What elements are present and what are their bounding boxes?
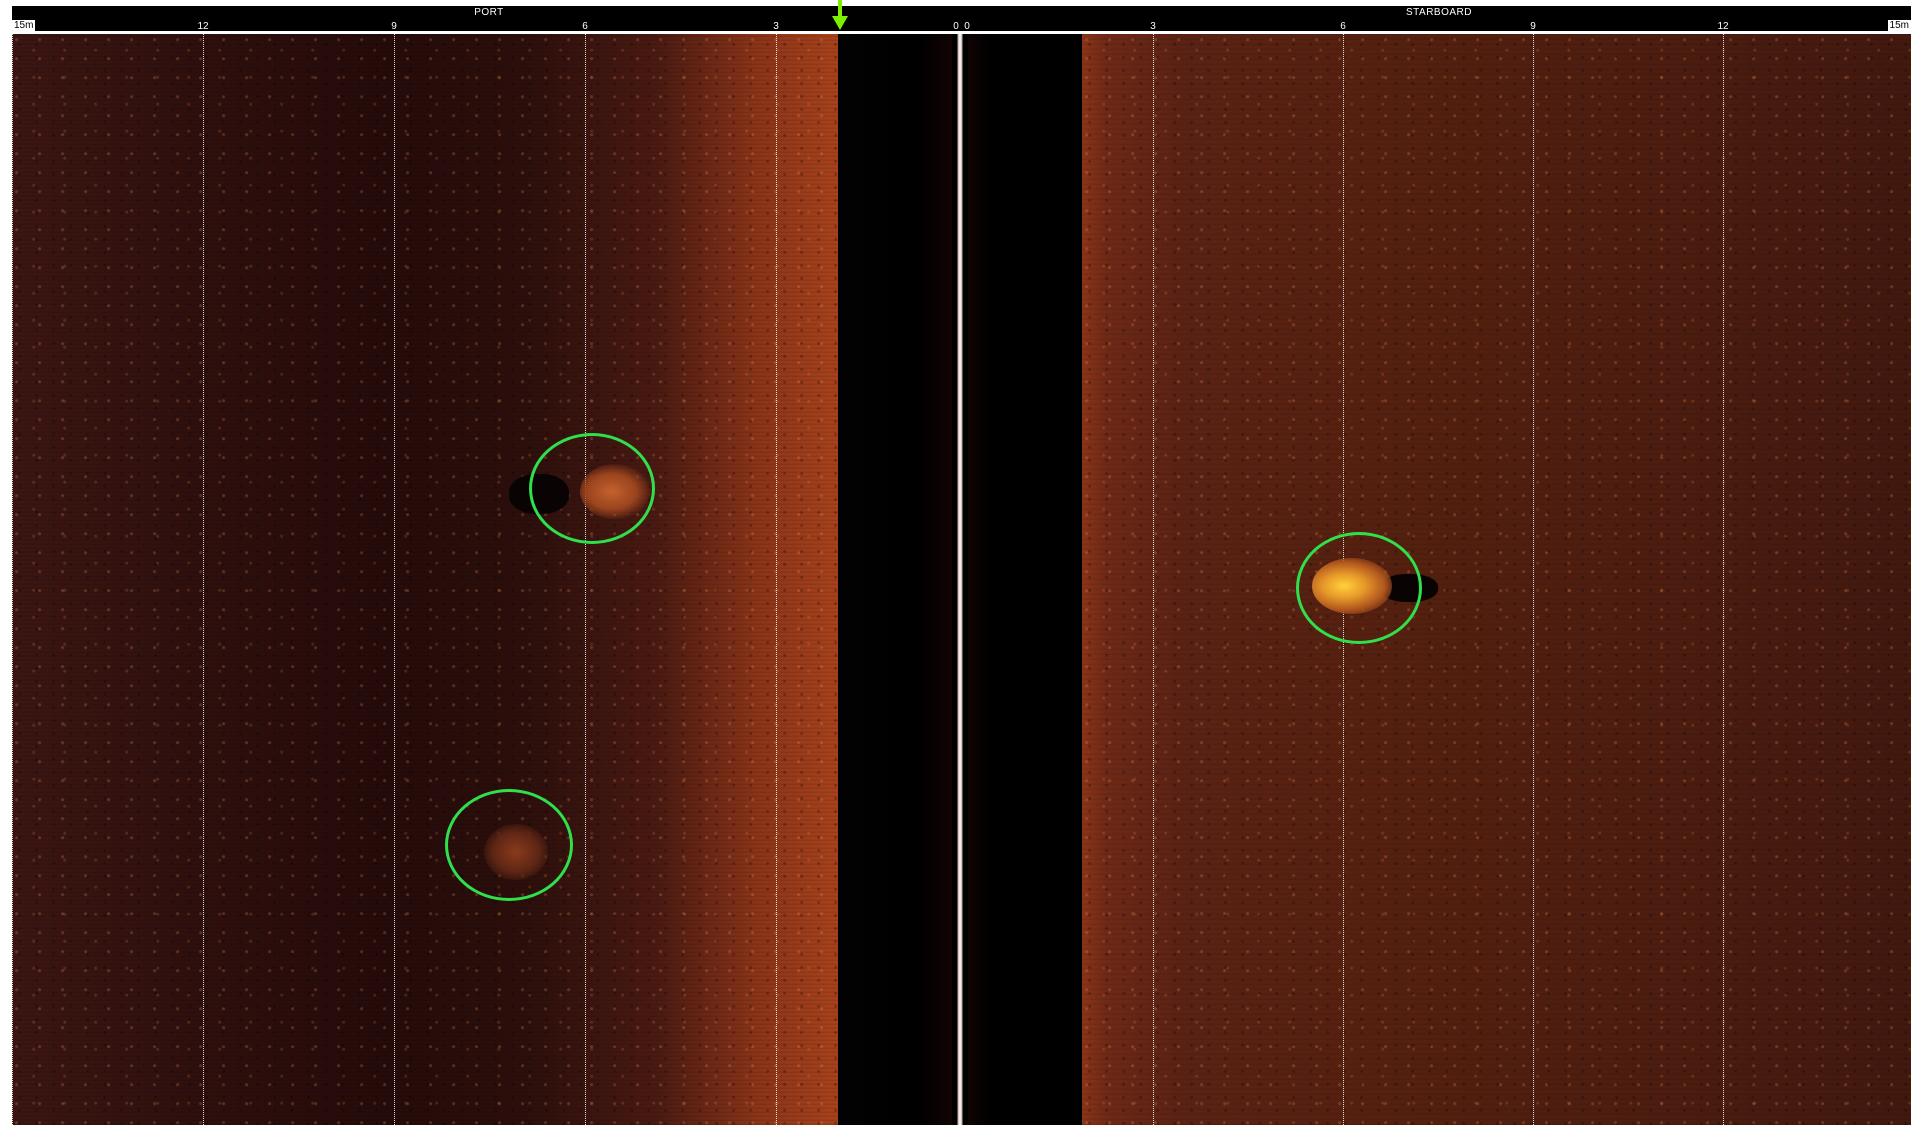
range-left-box: 15m <box>12 20 36 32</box>
grid-line-port-15 <box>12 34 13 1125</box>
port-target-lower-ring[interactable] <box>445 789 573 901</box>
range-ruler: PORT STARBOARD 15m 15m 12 9 6 3 0 0 3 6 … <box>12 6 1911 34</box>
ruler-baseline <box>12 31 1911 34</box>
starboard-tick-9: 9 <box>1530 21 1536 32</box>
port-channel-image[interactable] <box>12 34 838 1125</box>
range-right-box: 15m <box>1887 20 1911 32</box>
port-tick-9: 9 <box>391 21 397 32</box>
starboard-tick-12: 12 <box>1717 21 1729 32</box>
starboard-tick-6: 6 <box>1340 21 1346 32</box>
nadir-line <box>952 34 968 1125</box>
grid-line-port-6 <box>585 34 586 1125</box>
grid-line-starboard-9 <box>1533 34 1534 1125</box>
starboard-channel-image[interactable] <box>1082 34 1911 1125</box>
grid-line-port-9 <box>394 34 395 1125</box>
port-tick-0: 0 <box>953 21 959 32</box>
down-arrow-icon[interactable] <box>832 0 848 34</box>
starboard-water-column <box>968 34 1082 1125</box>
port-label: PORT <box>474 7 504 18</box>
port-water-column <box>838 34 952 1125</box>
starboard-tick-0: 0 <box>964 21 970 32</box>
starboard-tick-3: 3 <box>1150 21 1156 32</box>
port-target-upper-ring[interactable] <box>529 433 655 544</box>
starboard-label: STARBOARD <box>1406 7 1472 18</box>
grid-line-starboard-3 <box>1153 34 1154 1125</box>
port-tick-12: 12 <box>197 21 209 32</box>
grid-line-port-3 <box>776 34 777 1125</box>
starboard-target-ring[interactable] <box>1296 532 1422 644</box>
port-tick-6: 6 <box>582 21 588 32</box>
sonar-image[interactable] <box>12 34 1911 1125</box>
grid-line-port-12 <box>203 34 204 1125</box>
port-tick-3: 3 <box>773 21 779 32</box>
grid-line-starboard-12 <box>1723 34 1724 1125</box>
